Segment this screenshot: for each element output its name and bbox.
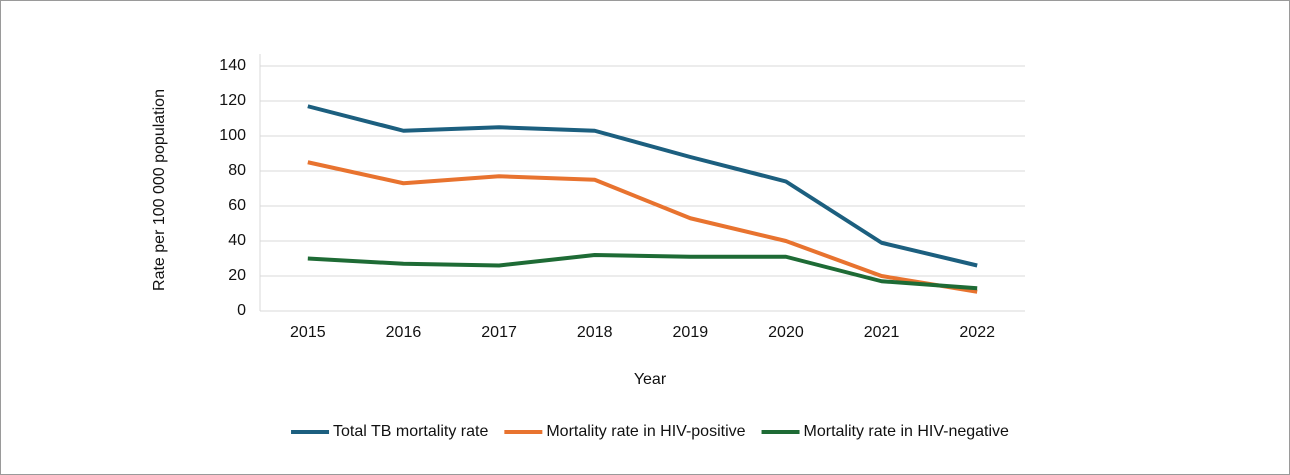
- series-line: [307, 104, 978, 268]
- x-tick-label: 2016: [386, 324, 422, 341]
- y-tick-label: 120: [219, 92, 246, 109]
- x-tick-label: 2017: [481, 324, 517, 341]
- x-tick-label: 2021: [864, 324, 900, 341]
- legend-label: Mortality rate in HIV-positive: [546, 423, 745, 440]
- x-tick-label: 2020: [768, 324, 804, 341]
- series-line: [307, 160, 978, 294]
- y-tick-label: 60: [228, 197, 246, 214]
- y-tick-label: 0: [237, 302, 246, 319]
- legend-label: Total TB mortality rate: [333, 423, 488, 440]
- x-tick-label: 2022: [959, 324, 995, 341]
- x-tick-label: 2019: [673, 324, 709, 341]
- y-axis-label: Rate per 100 000 population: [151, 89, 168, 291]
- y-tick-label: 40: [228, 232, 246, 249]
- series-line: [307, 253, 978, 291]
- y-tick-label: 80: [228, 162, 246, 179]
- x-axis-label: Year: [634, 371, 667, 388]
- x-tick-label: 2018: [577, 324, 613, 341]
- y-tick-label: 20: [228, 267, 246, 284]
- y-tick-label: 100: [219, 127, 246, 144]
- x-tick-label: 2015: [290, 324, 326, 341]
- y-tick-label: 140: [219, 57, 246, 74]
- legend-label: Mortality rate in HIV-negative: [804, 423, 1010, 440]
